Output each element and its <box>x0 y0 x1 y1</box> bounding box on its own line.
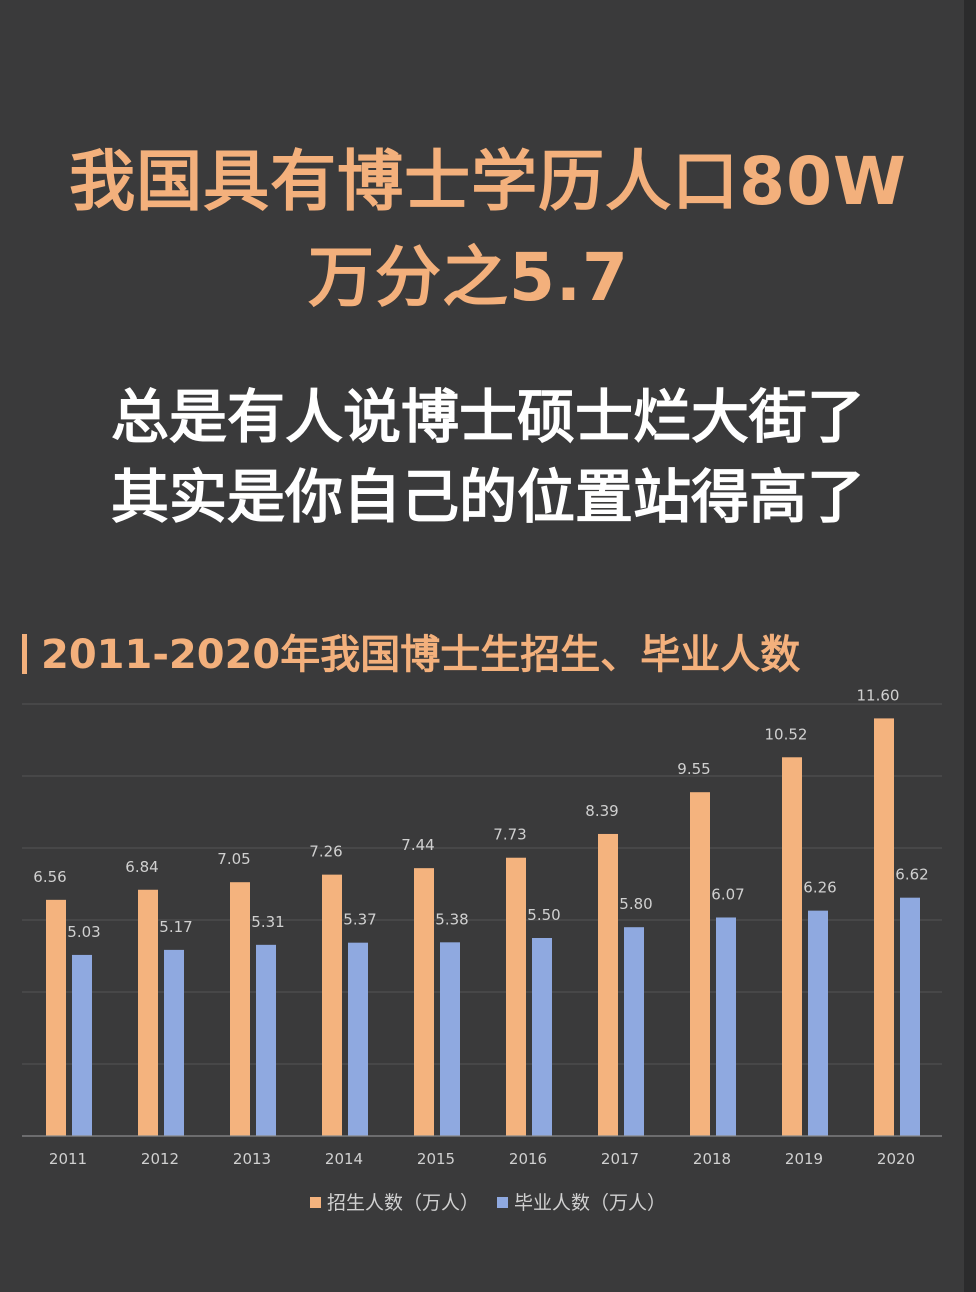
bar-graduates <box>532 938 552 1136</box>
x-tick-label: 2012 <box>141 1150 179 1168</box>
legend-item-enrollment: 招生人数（万人） <box>309 1188 479 1215</box>
bar-enrollment <box>690 792 710 1136</box>
bar-enrollment <box>322 874 342 1136</box>
data-label-graduates: 6.07 <box>711 885 744 903</box>
x-tick-label: 2016 <box>509 1150 547 1168</box>
bar-graduates <box>440 942 460 1136</box>
x-tick-label: 2018 <box>693 1150 731 1168</box>
x-tick-label: 2014 <box>325 1150 363 1168</box>
bar-enrollment <box>874 718 894 1136</box>
data-label-enrollment: 7.44 <box>401 836 434 854</box>
bar-graduates <box>348 942 368 1136</box>
title-accent-bar <box>22 634 27 674</box>
bar-enrollment <box>506 857 526 1136</box>
data-label-graduates: 6.62 <box>895 866 928 884</box>
x-tick-label: 2011 <box>49 1150 87 1168</box>
right-edge-strip <box>964 0 976 1292</box>
bar-enrollment <box>414 868 434 1136</box>
data-label-graduates: 5.38 <box>435 910 468 928</box>
legend-swatch-graduates <box>497 1197 509 1208</box>
bar-enrollment <box>230 882 250 1136</box>
bar-graduates <box>256 944 276 1136</box>
headline-line-1: 我国具有博士学历人口80W <box>69 143 907 220</box>
data-label-enrollment: 6.84 <box>125 858 158 876</box>
chart-title-block: 2011-2020年我国博士生招生、毕业人数 <box>22 622 800 680</box>
bar-enrollment <box>138 889 158 1136</box>
legend-label-enrollment: 招生人数（万人） <box>326 1192 479 1214</box>
bar-graduates <box>624 927 644 1136</box>
data-label-graduates: 6.26 <box>803 879 836 897</box>
bar-enrollment <box>46 899 66 1136</box>
bar-graduates <box>808 910 828 1136</box>
data-label-graduates: 5.80 <box>619 895 652 913</box>
bar-enrollment <box>782 757 802 1136</box>
bar-graduates <box>900 897 920 1136</box>
data-label-graduates: 5.37 <box>343 911 376 929</box>
data-label-enrollment: 8.39 <box>585 802 618 820</box>
legend-item-graduates: 毕业人数（万人） <box>497 1188 666 1215</box>
legend-swatch-enrollment <box>309 1197 321 1208</box>
x-tick-label: 2013 <box>233 1150 271 1168</box>
data-label-enrollment: 11.60 <box>857 686 900 704</box>
bar-enrollment <box>598 833 618 1136</box>
x-tick-label: 2020 <box>877 1150 915 1168</box>
chart-title: 2011-2020年我国博士生招生、毕业人数 <box>41 632 801 678</box>
data-label-enrollment: 9.55 <box>677 760 710 778</box>
data-label-enrollment: 7.26 <box>309 843 342 861</box>
data-label-graduates: 5.17 <box>159 918 192 936</box>
x-tick-label: 2015 <box>417 1150 455 1168</box>
subline-line-1: 总是有人说博士硕士烂大街了 <box>110 383 865 451</box>
data-label-enrollment: 10.52 <box>765 725 808 743</box>
bar-graduates <box>716 917 736 1136</box>
x-tick-label: 2017 <box>601 1150 639 1168</box>
data-label-graduates: 5.50 <box>527 906 560 924</box>
bar-graduates <box>164 949 184 1136</box>
chart-legend: 招生人数（万人） 毕业人数（万人） <box>0 1188 976 1215</box>
bar-graduates <box>72 954 92 1136</box>
x-tick-label: 2019 <box>785 1150 823 1168</box>
headline-line-2: 万分之5.7 <box>308 239 629 316</box>
subline-line-2: 其实是你自己的位置站得高了 <box>110 463 865 531</box>
data-label-enrollment: 7.05 <box>217 850 250 868</box>
data-label-graduates: 5.03 <box>67 923 100 941</box>
data-label-graduates: 5.31 <box>251 913 284 931</box>
data-label-enrollment: 7.73 <box>493 826 526 844</box>
data-label-enrollment: 6.56 <box>33 868 66 886</box>
legend-label-graduates: 毕业人数（万人） <box>514 1192 667 1214</box>
